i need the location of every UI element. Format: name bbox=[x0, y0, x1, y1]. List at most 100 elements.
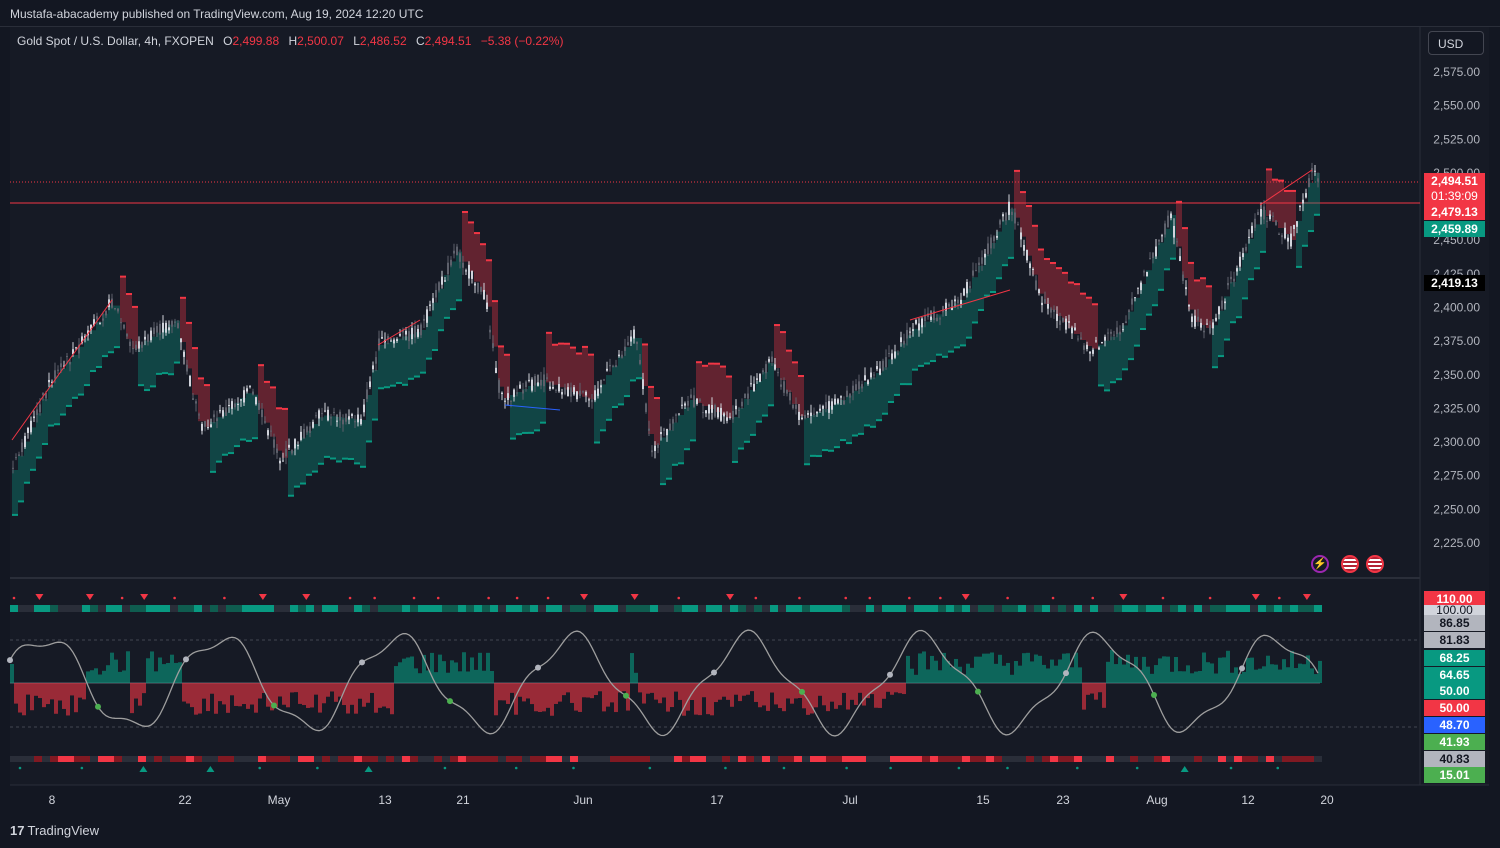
candle-body bbox=[1008, 201, 1010, 215]
osc-area bbox=[454, 662, 458, 683]
candle-body bbox=[501, 392, 503, 394]
buy-dot bbox=[316, 766, 319, 770]
candle-body bbox=[204, 421, 206, 427]
osc-area bbox=[982, 653, 986, 683]
signal-strip-cell bbox=[458, 605, 466, 612]
trend-band bbox=[816, 412, 822, 457]
bottom-strip-cell bbox=[962, 756, 970, 762]
candle-body bbox=[357, 414, 359, 423]
osc-area bbox=[1034, 654, 1038, 683]
time-tick-label: 23 bbox=[1056, 793, 1070, 807]
osc-area bbox=[1294, 668, 1298, 683]
osc-area bbox=[1190, 673, 1194, 683]
osc-area bbox=[1310, 668, 1314, 683]
candle-body bbox=[771, 356, 773, 362]
trend-band bbox=[1002, 220, 1008, 266]
trend-band bbox=[1098, 344, 1104, 386]
osc-pivot bbox=[887, 671, 893, 678]
us-flag-icon[interactable] bbox=[1341, 555, 1359, 573]
trend-line[interactable] bbox=[1259, 169, 1313, 206]
candle-body bbox=[264, 421, 266, 423]
signal-strip-cell bbox=[250, 605, 258, 612]
signal-strip-cell bbox=[970, 605, 978, 612]
osc-pivot bbox=[271, 702, 277, 709]
osc-area bbox=[1174, 657, 1178, 683]
lightning-icon[interactable]: ⚡ bbox=[1311, 555, 1329, 573]
candle-body bbox=[984, 253, 986, 258]
trend-band bbox=[852, 391, 858, 436]
trend-band bbox=[1092, 304, 1098, 349]
trend-line[interactable] bbox=[11, 299, 113, 441]
candle-body bbox=[1086, 344, 1088, 350]
signal-strip-cell bbox=[842, 605, 850, 612]
osc-area bbox=[1146, 666, 1150, 683]
tradingview-logo[interactable]: 17 TradingView bbox=[10, 823, 99, 838]
trend-line[interactable] bbox=[377, 319, 421, 346]
chart-area[interactable] bbox=[10, 27, 1489, 785]
osc-area bbox=[270, 683, 274, 711]
osc-area bbox=[974, 656, 978, 683]
signal-strip-cell bbox=[514, 605, 522, 612]
candle-body bbox=[912, 329, 914, 331]
osc-area bbox=[14, 683, 18, 704]
trend-band bbox=[1242, 253, 1248, 299]
trend-band bbox=[420, 330, 426, 373]
candle-body bbox=[732, 410, 734, 420]
osc-area bbox=[722, 683, 726, 697]
trend-band bbox=[786, 350, 792, 392]
osc-area bbox=[226, 683, 230, 713]
candle-body bbox=[981, 257, 983, 264]
trend-band bbox=[576, 353, 582, 395]
osc-area bbox=[410, 656, 414, 683]
osc-pivot bbox=[1239, 665, 1245, 672]
osc-area bbox=[30, 683, 34, 711]
sell-dot bbox=[373, 596, 376, 600]
candle-body bbox=[795, 404, 797, 409]
candle-body bbox=[909, 331, 911, 333]
bottom-strip-cell bbox=[474, 756, 482, 762]
us-flag-icon[interactable] bbox=[1366, 555, 1384, 573]
trend-band bbox=[72, 355, 78, 398]
trend-band bbox=[402, 336, 408, 385]
osc-area bbox=[422, 654, 426, 683]
trend-band bbox=[174, 320, 180, 363]
candle-body bbox=[12, 467, 14, 469]
osc-area bbox=[522, 683, 526, 702]
candle-body bbox=[261, 409, 263, 418]
osc-area bbox=[34, 683, 38, 696]
candle-body bbox=[288, 444, 290, 448]
candle-body bbox=[510, 400, 512, 402]
osc-area bbox=[830, 683, 834, 702]
signal-strip-cell bbox=[50, 605, 58, 612]
time-tick-label: 20 bbox=[1320, 793, 1334, 807]
trend-band bbox=[348, 418, 354, 459]
candle-body bbox=[201, 423, 203, 431]
signal-strip-cell bbox=[1170, 605, 1178, 612]
bottom-strip-cell bbox=[650, 756, 658, 762]
signal-strip-cell bbox=[610, 605, 618, 612]
candle-body bbox=[342, 419, 344, 425]
bottom-strip-cell bbox=[290, 756, 298, 762]
osc-area bbox=[494, 683, 498, 716]
signal-strip-cell bbox=[1002, 605, 1010, 612]
bottom-strip-cell bbox=[1154, 756, 1162, 762]
candle-body bbox=[222, 410, 224, 417]
sell-marker bbox=[1119, 594, 1128, 600]
bottom-strip-cell bbox=[610, 756, 618, 762]
signal-strip-cell bbox=[242, 605, 250, 612]
trend-line[interactable] bbox=[504, 404, 561, 411]
candle-body bbox=[57, 369, 59, 371]
candle-body bbox=[621, 354, 623, 358]
symbol-name[interactable]: Gold Spot / U.S. Dollar, 4h, FXOPEN bbox=[17, 34, 214, 48]
candle-body bbox=[183, 351, 185, 357]
currency-button[interactable]: USD bbox=[1428, 31, 1484, 55]
bottom-strip-cell bbox=[434, 756, 442, 762]
candle-body bbox=[1125, 321, 1127, 324]
signal-strip-cell bbox=[170, 605, 178, 612]
trend-band bbox=[1056, 268, 1062, 316]
signal-strip-cell bbox=[290, 605, 298, 612]
trend-line[interactable] bbox=[909, 289, 1011, 321]
buy-dot bbox=[957, 766, 961, 770]
trend-band bbox=[486, 260, 492, 307]
